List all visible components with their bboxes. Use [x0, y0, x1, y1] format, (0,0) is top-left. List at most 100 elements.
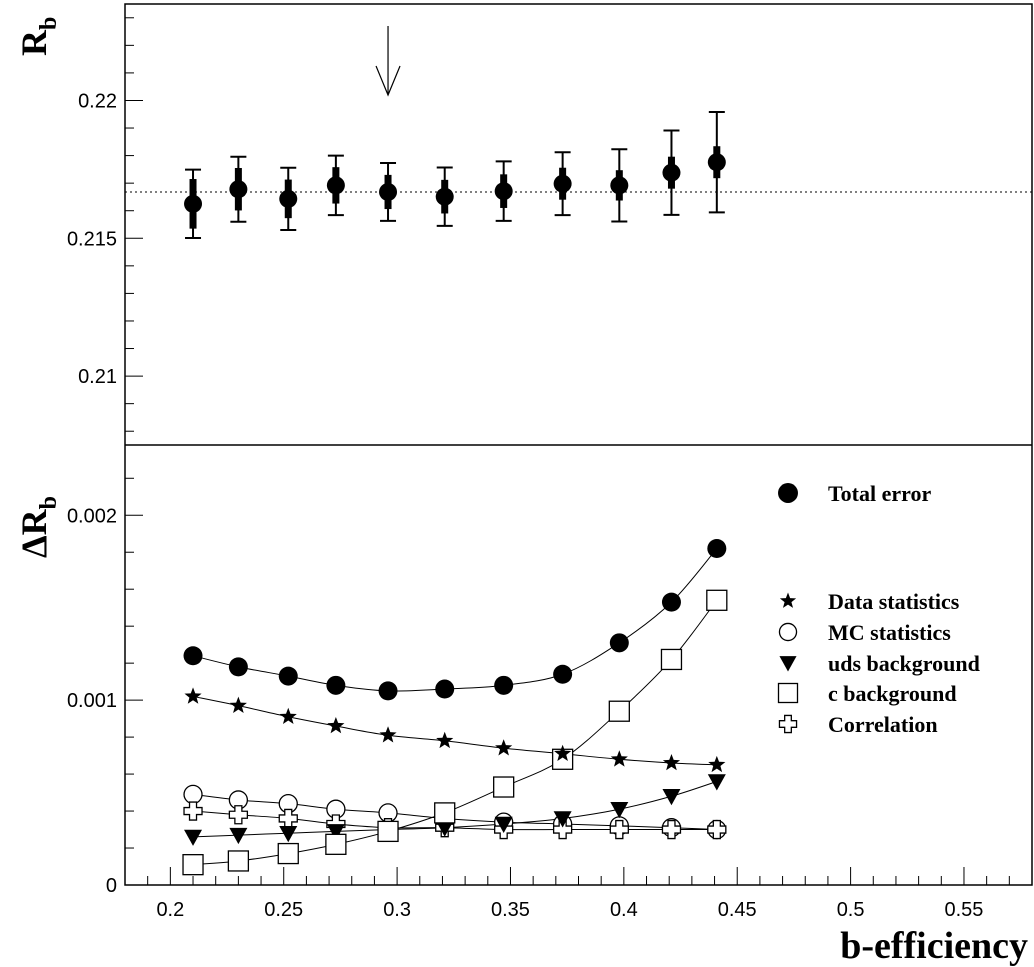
- rb-data-point: [379, 182, 398, 201]
- series-line-star: [192, 695, 717, 766]
- point-star: [229, 696, 247, 713]
- point-filled-triangle-down: [553, 811, 572, 828]
- rb-data-point: [326, 176, 345, 195]
- point-open-cross: [278, 808, 298, 829]
- point-open-square: [377, 820, 399, 843]
- point-open-cross: [552, 819, 573, 840]
- point-filled-circle: [378, 681, 398, 701]
- xtick-label: 0.45: [718, 899, 757, 921]
- rb-data-point: [279, 189, 298, 208]
- legend-marker-star: [779, 592, 797, 608]
- plot-frame: [124, 3, 1033, 886]
- point-filled-circle: [707, 539, 727, 559]
- bottom-ylabel: ΔRb: [14, 496, 62, 558]
- bottom-ytick-label: 0.002: [67, 505, 117, 527]
- point-open-square: [182, 854, 204, 876]
- rb-data-point: [229, 180, 248, 199]
- point-open-square: [660, 648, 683, 671]
- point-open-cross: [707, 819, 727, 840]
- xtick-label: 0.55: [945, 899, 984, 921]
- point-filled-triangle-down: [435, 820, 454, 837]
- point-star: [279, 707, 297, 725]
- bottom-panel: 0 0.001 0.002 0.2 0.25 0.3 0.35 0.4 0.45 0.5 0.55: [67, 477, 1033, 921]
- point-star: [554, 744, 572, 762]
- point-filled-triangle-down: [662, 789, 681, 806]
- arrow-head: [375, 65, 401, 97]
- point-star: [495, 739, 513, 756]
- xtick-label: 0.3: [383, 899, 411, 921]
- rb-data-point: [494, 182, 513, 201]
- point-star: [379, 726, 397, 743]
- bottom-ytick-label: 0.001: [67, 690, 117, 712]
- legend: Total error Data statistics MC statistics u…: [777, 481, 980, 737]
- point-open-square: [325, 833, 347, 855]
- point-filled-triangle-down: [610, 802, 629, 819]
- bottom-ytick-label: 0: [106, 875, 117, 897]
- point-open-square: [277, 842, 299, 865]
- point-filled-triangle-down: [326, 824, 345, 841]
- point-filled-triangle-down: [494, 816, 513, 833]
- series-line-open-square: [192, 599, 718, 866]
- point-open-cross: [661, 819, 682, 840]
- xtick-label: 0.25: [264, 899, 303, 921]
- legend-label: MC statistics: [828, 620, 951, 645]
- legend-marker-filled-triangle-down: [779, 656, 797, 672]
- point-filled-circle: [553, 664, 573, 684]
- point-filled-circle: [278, 666, 298, 686]
- point-star: [327, 717, 345, 734]
- point-filled-circle: [609, 633, 629, 653]
- point-open-cross: [183, 801, 203, 821]
- legend-label: Data statistics: [828, 589, 960, 614]
- bottom-ylabel-sub: b: [36, 496, 62, 509]
- point-open-square: [706, 589, 728, 611]
- point-open-cross: [609, 819, 629, 840]
- point-star: [708, 755, 726, 773]
- rb-data-point: [610, 176, 629, 195]
- point-filled-triangle-down: [229, 827, 248, 845]
- rb-data-point: [553, 174, 572, 193]
- series-line-filled-circle: [192, 548, 718, 692]
- point-open-circle: [183, 784, 203, 805]
- point-open-square: [608, 700, 630, 722]
- top-ytick-label: 0.22: [78, 90, 117, 112]
- top-ytick-label: 0.21: [78, 366, 117, 388]
- legend-label: uds background: [828, 651, 980, 676]
- xtick-label: 0.35: [491, 899, 530, 921]
- rb-data-point: [184, 194, 203, 213]
- legend-label: Correlation: [828, 712, 938, 737]
- legend-label: Total error: [828, 481, 931, 506]
- point-open-square: [493, 776, 515, 798]
- xlabel: b-efficiency: [840, 925, 1028, 967]
- point-filled-triangle-down: [184, 829, 203, 846]
- xtick-label: 0.5: [837, 899, 865, 921]
- point-star: [184, 687, 202, 704]
- legend-label: c background: [828, 681, 957, 706]
- top-ytick-label: 0.215: [67, 228, 117, 250]
- point-filled-circle: [228, 657, 248, 677]
- legend-marker-open-circle: [778, 622, 798, 642]
- top-ylabel-sub: b: [36, 17, 62, 30]
- point-filled-circle: [183, 646, 203, 666]
- point-filled-circle: [326, 675, 346, 695]
- legend-marker-open-cross: [778, 714, 798, 734]
- rb-data-point: [707, 153, 726, 172]
- top-panel: 0.21 0.215 0.22: [67, 17, 1032, 432]
- rb-data-point: [662, 163, 681, 182]
- legend-marker-open-square: [777, 682, 799, 704]
- rb-data-point: [435, 187, 454, 206]
- point-filled-circle: [435, 679, 455, 699]
- legend-marker-filled-circle: [778, 483, 798, 503]
- point-open-square: [434, 802, 456, 824]
- point-open-cross: [228, 805, 249, 825]
- top-ylabel: Rb: [14, 17, 62, 56]
- point-star: [662, 753, 681, 771]
- point-open-square: [227, 850, 250, 872]
- point-star: [436, 731, 454, 749]
- point-filled-triangle-down: [279, 826, 298, 843]
- point-star: [610, 750, 628, 767]
- point-filled-circle: [494, 675, 514, 695]
- point-filled-triangle-down: [707, 774, 726, 791]
- xtick-label: 0.2: [156, 899, 184, 921]
- point-filled-circle: [661, 592, 681, 612]
